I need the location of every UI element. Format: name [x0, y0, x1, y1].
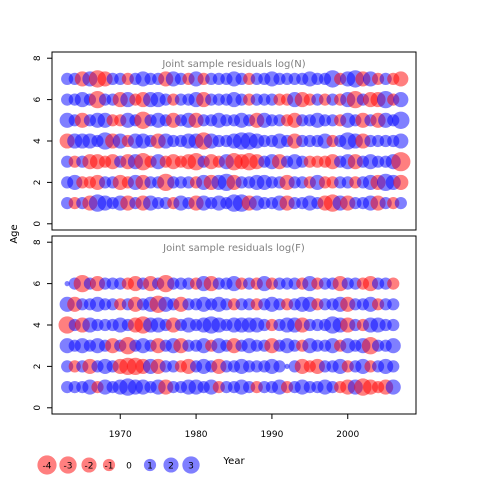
legend-label: 3 [188, 462, 194, 472]
y-axis-label: Age [9, 224, 20, 243]
panel-title: Joint sample residuals log(F) [162, 243, 305, 254]
y-tick-label: 8 [33, 55, 43, 61]
legend-label: -3 [64, 462, 73, 472]
residual-bubble [393, 133, 409, 149]
x-axis-label: Year [222, 456, 245, 467]
panel-2: Joint sample residuals log(F) 0 2 4 6 8 [33, 235, 417, 415]
x-tick-label: 1990 [260, 430, 283, 440]
y-tick-label: 2 [33, 180, 43, 186]
legend-label: 2 [168, 462, 174, 472]
legend-bubble [143, 458, 157, 472]
legend-bubble [102, 458, 116, 472]
y-tick-label: 6 [33, 96, 43, 102]
x-tick-label: 2000 [336, 430, 359, 440]
residual-bubble [391, 152, 411, 172]
residual-bubble [385, 379, 401, 395]
panel-title: Joint sample residuals log(N) [161, 59, 305, 70]
residual-bubble [393, 71, 409, 87]
residual-bubble [387, 318, 400, 332]
legend-bubble [182, 456, 200, 474]
residual-bubble [387, 298, 400, 311]
y-tick-label: 4 [33, 322, 43, 328]
x-tick-label: 1980 [185, 430, 208, 440]
residual-bubble [387, 277, 400, 290]
legend-label: -4 [43, 462, 52, 472]
y-tick-label: 8 [33, 239, 43, 245]
residual-bubble [64, 281, 70, 287]
residual-bubble [394, 196, 407, 210]
residual-bubble [273, 360, 286, 373]
residual-bubble [393, 174, 409, 190]
legend-label: 0 [126, 462, 132, 472]
legend-label: -1 [105, 462, 114, 472]
residual-bubble [385, 338, 401, 354]
legend-bubble [59, 456, 77, 474]
residual-bubble [284, 363, 290, 369]
x-axis: 1970 1980 1990 2000 [109, 414, 359, 440]
legend-label: 1 [147, 462, 153, 472]
y-tick-label: 2 [33, 364, 43, 370]
x-tick-label: 1970 [109, 430, 132, 440]
y-tick-label: 0 [33, 221, 43, 227]
legend-label: -2 [85, 462, 94, 472]
y-tick-label: 6 [33, 280, 43, 286]
legend-bubble [163, 457, 179, 473]
legend: -4 -3 -2 -1 0 1 2 3 [37, 455, 200, 475]
residual-bubble [393, 92, 409, 108]
panel-1: Joint sample residuals log(N) 0 2 4 6 8 [33, 51, 417, 231]
y-tick-label: 4 [33, 138, 43, 144]
legend-bubble [81, 457, 97, 473]
residual-bubble [392, 111, 410, 129]
residual-bubble [387, 360, 400, 373]
y-tick-label: 0 [33, 405, 43, 411]
legend-bubble [37, 455, 57, 475]
